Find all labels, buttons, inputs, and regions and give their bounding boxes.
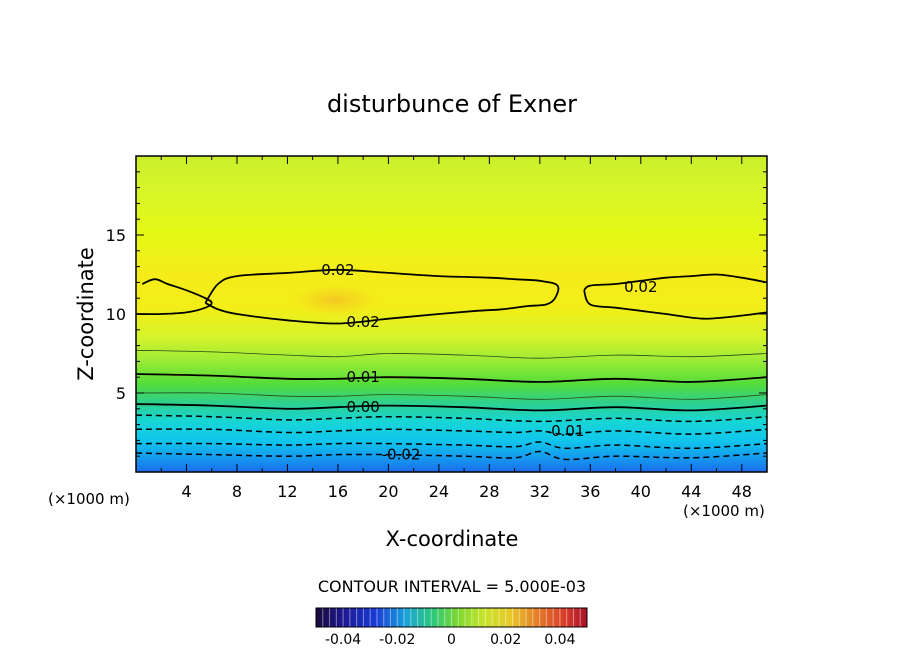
contour-label: 0.02 — [624, 278, 657, 296]
contour-label: 0.02 — [346, 313, 379, 331]
contour-line — [204, 268, 560, 325]
colorbar-tick-label: -0.04 — [325, 632, 361, 648]
x-tick-label: 4 — [181, 482, 191, 501]
x-unit-right: (×1000 m) — [683, 502, 765, 520]
colorbar-tick-label: 0 — [447, 632, 456, 648]
y-tick-label: 5 — [116, 384, 126, 403]
contour-line — [583, 273, 767, 292]
contour-interval: CONTOUR INTERVAL = 5.000E-03 — [318, 577, 586, 596]
x-tick-label: 12 — [277, 482, 297, 501]
contour-label: -0.01 — [546, 422, 585, 440]
x-tick-label: 44 — [681, 482, 701, 501]
y-tick-label: 15 — [106, 226, 126, 245]
max-hotspot — [290, 284, 380, 316]
x-tick-label: 8 — [232, 482, 242, 501]
colorbar-labels: -0.04 -0.02 0 0.02 0.04 — [325, 632, 576, 648]
x-tick-label: 48 — [732, 482, 752, 501]
contour-line — [136, 392, 767, 400]
plot-area: 0.02 0.02 0.02 0.01 0.00 -0.01 -0.02 — [135, 155, 768, 473]
x-tick-label: 28 — [479, 482, 499, 501]
x-tick-label: 32 — [530, 482, 550, 501]
contour-line — [136, 450, 767, 461]
contour-lines — [136, 268, 767, 461]
contour-label: 0.01 — [346, 368, 379, 386]
contour-line — [136, 441, 767, 450]
x-axis-label: X-coordinate — [386, 527, 519, 551]
x-unit-left: (×1000 m) — [48, 490, 130, 508]
colorbar: -0.04 -0.02 0 0.02 0.04 — [315, 607, 588, 648]
chart-title: disturbunce of Exner — [327, 90, 577, 118]
colorbar-tick-label: -0.02 — [379, 632, 415, 648]
contour-line — [136, 373, 767, 383]
x-tick-label: 40 — [631, 482, 651, 501]
contour-label: -0.02 — [382, 446, 421, 464]
x-tick-label: 36 — [580, 482, 600, 501]
x-tick-label: 24 — [429, 482, 449, 501]
colorbar-stripes — [322, 608, 581, 627]
x-tick-label: 20 — [378, 482, 398, 501]
contour-line — [583, 289, 767, 320]
contour-line — [136, 414, 767, 423]
contour-line — [136, 278, 213, 316]
colorbar-tick-label: 0.04 — [544, 632, 575, 648]
colorbar-ramp — [316, 608, 587, 627]
colorbar-frame — [315, 607, 588, 628]
y-axis-label: Z-coordinate — [74, 247, 98, 381]
colorbar-tick-label: 0.02 — [490, 632, 521, 648]
contour-line — [136, 349, 767, 359]
contour-labels: 0.02 0.02 0.02 0.01 0.00 -0.01 -0.02 — [321, 261, 657, 464]
contour-line — [136, 403, 767, 412]
contour-line — [136, 428, 767, 435]
x-tick-label: 16 — [328, 482, 348, 501]
contour-label: 0.00 — [346, 398, 379, 416]
y-tick-label: 10 — [106, 305, 126, 324]
contour-label: 0.02 — [321, 261, 354, 279]
